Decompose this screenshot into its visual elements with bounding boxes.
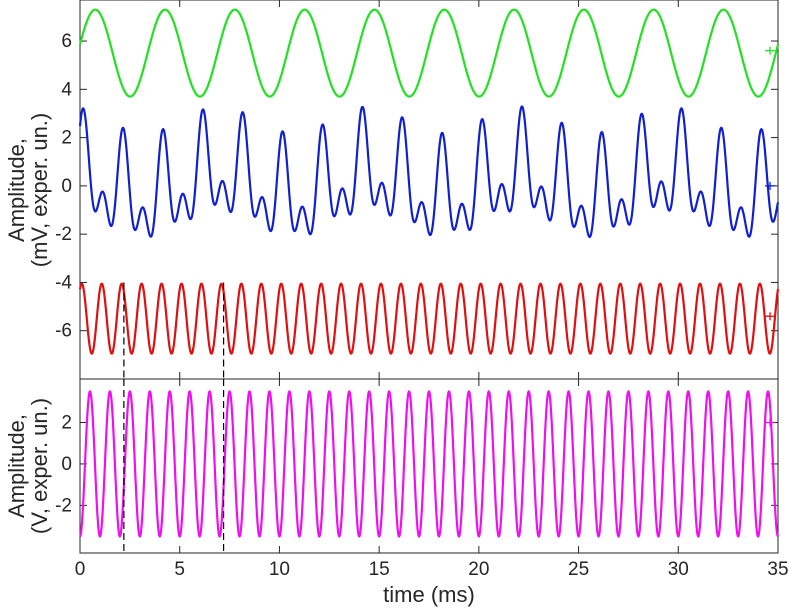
bottom-marker-lines xyxy=(123,379,225,553)
bottom-x-tick-label: 25 xyxy=(568,559,589,580)
bottom-x-tick-label: 15 xyxy=(369,559,390,580)
x-axis-label: time (ms) xyxy=(383,582,475,607)
top-y-tick-label: -6 xyxy=(55,321,72,342)
top-traces xyxy=(78,8,780,355)
bottom-trace-0 xyxy=(79,390,779,538)
top-trace-1 xyxy=(78,105,780,239)
bottom-panel-frame xyxy=(79,378,779,554)
bottom-y-label-line2: (V, exper. un.) xyxy=(27,398,52,534)
top-marker-lines xyxy=(123,282,225,379)
top-y-tick-label: 2 xyxy=(61,128,72,149)
top-trace-2 xyxy=(78,282,780,355)
bottom-y-tick-label: -2 xyxy=(55,495,72,516)
top-y-label-line2: (mV, exper. un.) xyxy=(27,113,52,267)
bottom-panel: -2 0 2 0 5 10 15 20 25 30 35 Amplitude, (V, exper… xyxy=(4,378,789,607)
bottom-x-tick-label: 0 xyxy=(75,559,86,580)
top-trace-0 xyxy=(78,8,780,98)
bottom-x-tick-label: 35 xyxy=(767,559,788,580)
bottom-x-tick-label: 5 xyxy=(174,559,185,580)
top-panel: -6 -4 -2 0 2 4 6 Amplitude, (mV, exper. un.) xyxy=(4,0,780,380)
bottom-x-tick-label: 10 xyxy=(269,559,290,580)
top-y-tick-label: 6 xyxy=(61,31,72,52)
bottom-traces xyxy=(79,390,779,538)
top-y-tick-label: 0 xyxy=(61,176,72,197)
bottom-y-tick-label: 0 xyxy=(61,454,72,475)
top-y-tick-label: 4 xyxy=(61,79,72,100)
top-y-label-line1: Amplitude, xyxy=(4,138,29,242)
bottom-y-label-line1: Amplitude, xyxy=(4,414,29,518)
bottom-x-tick-label: 20 xyxy=(468,559,489,580)
bottom-x-ticks: 0 5 10 15 20 25 30 35 xyxy=(75,379,789,580)
bottom-x-tick-label: 30 xyxy=(668,559,689,580)
top-y-ticks: -6 -4 -2 0 2 4 6 xyxy=(55,0,779,379)
top-y-tick-label: -2 xyxy=(55,224,72,245)
bottom-y-tick-label: 2 xyxy=(61,413,72,434)
top-y-tick-label: -4 xyxy=(55,272,72,293)
